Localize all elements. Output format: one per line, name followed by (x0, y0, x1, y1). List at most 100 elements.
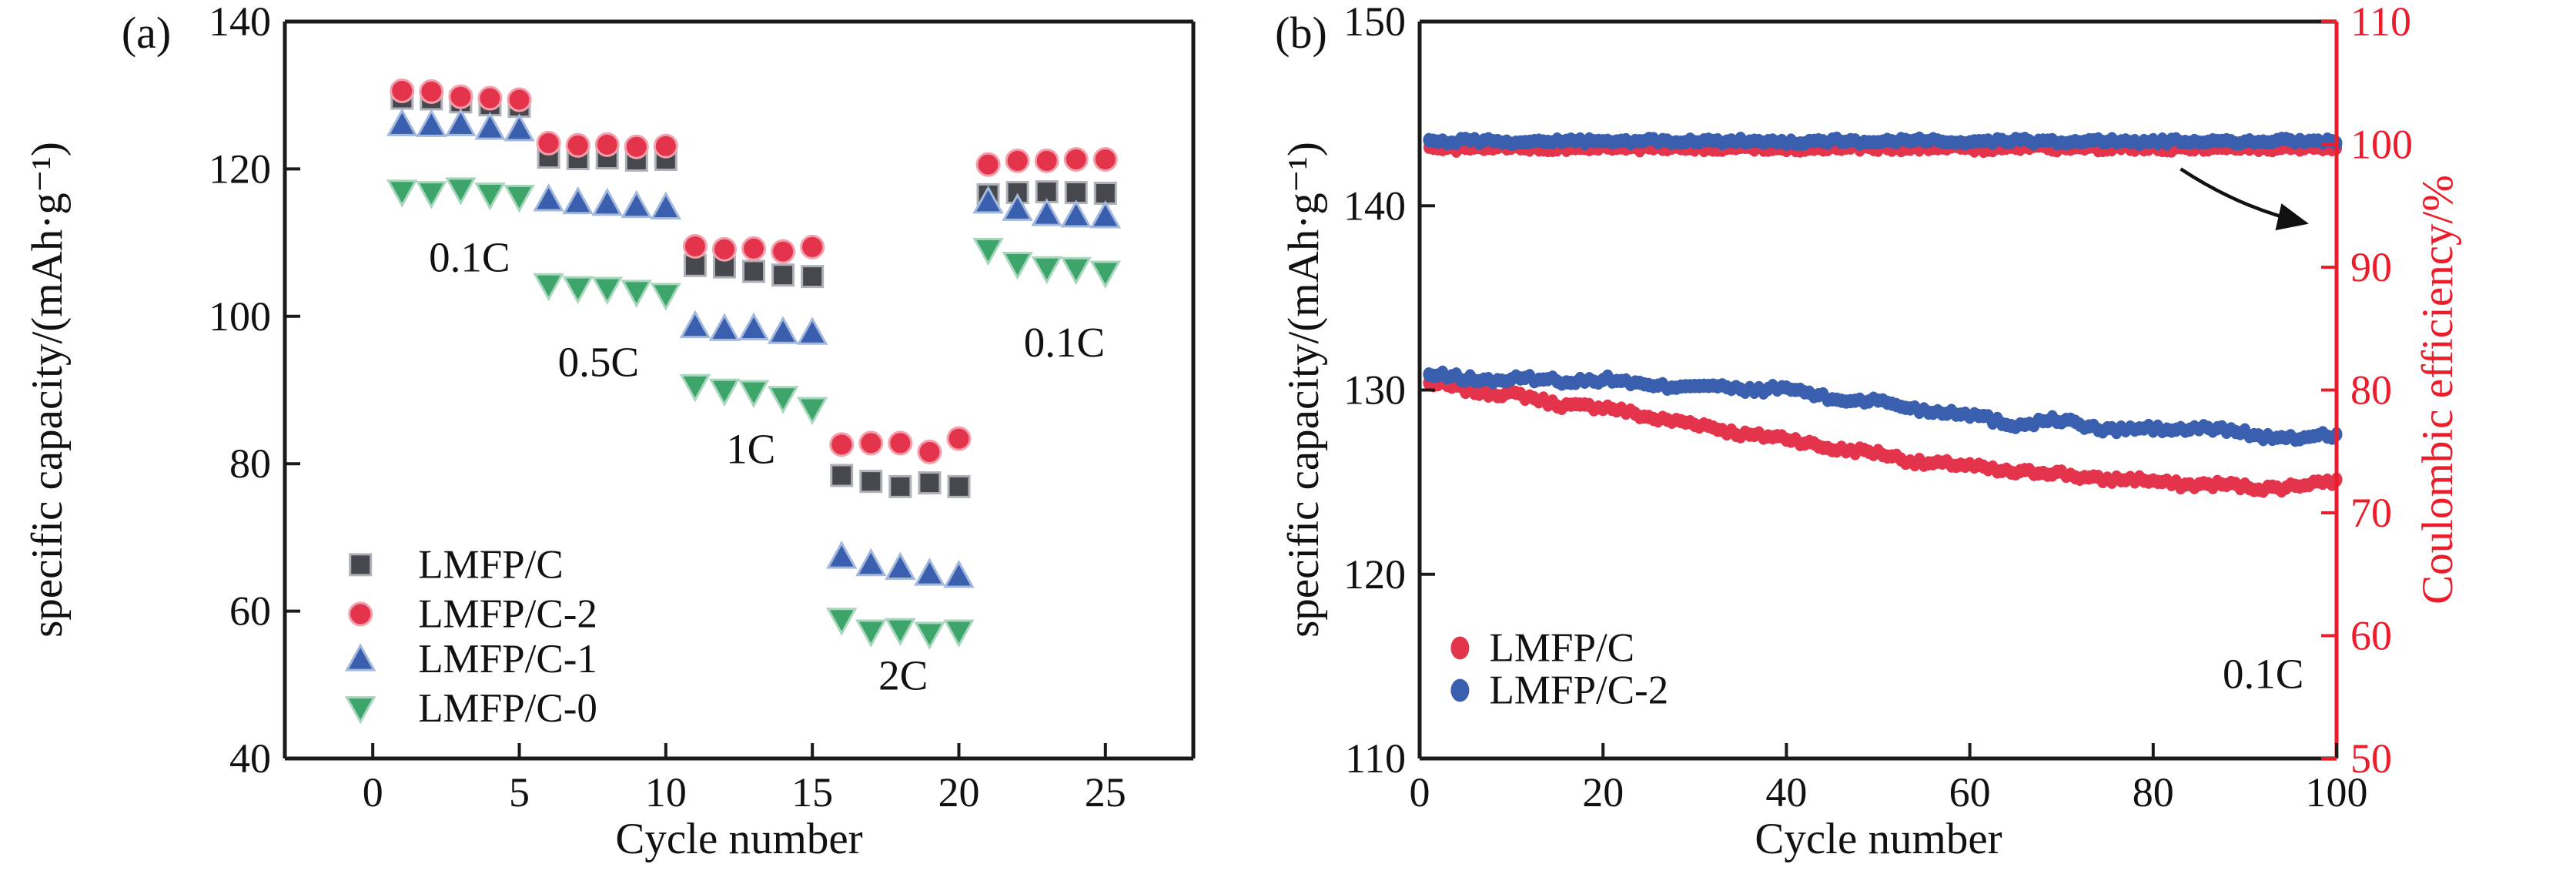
marker-square (888, 474, 912, 498)
marker-circle (858, 430, 884, 456)
marker-triangle-down (943, 619, 975, 648)
panel-b-axes: 0 20 40 60 80 100 110 120 130 140 150 50 60 70 80 90 100… (1343, 0, 2413, 815)
marker-triangle-down (767, 386, 799, 414)
x-tick-label: 5 (509, 769, 530, 815)
marker-circle (800, 234, 825, 260)
x-tick-label: 0 (363, 769, 383, 815)
marker-triangle-up (767, 316, 799, 344)
panel-label: (a) (122, 8, 171, 58)
marker-triangle-down (1060, 256, 1092, 286)
marker-triangle-up (503, 113, 535, 142)
marker-triangle-up (1060, 199, 1092, 228)
marker-triangle-up (972, 185, 1004, 214)
marker-square (1064, 181, 1088, 205)
marker-circle (1005, 148, 1030, 173)
legend-label: LMFP/C-1 (418, 637, 597, 681)
marker-triangle-down (1089, 260, 1122, 289)
marker-circle (682, 233, 708, 259)
marker-triangle-up (914, 558, 945, 586)
y-tick-label: 120 (1343, 551, 1406, 598)
marker-triangle-down (474, 183, 506, 211)
marker-triangle-up (1002, 193, 1033, 221)
marker-triangle-up (1089, 200, 1122, 229)
marker-triangle-up (591, 187, 623, 216)
y2-tick-label: 70 (2350, 490, 2392, 536)
marker-triangle-down (344, 696, 376, 725)
panel-a-series (386, 78, 1122, 650)
marker-triangle-down (386, 179, 418, 208)
marker-circle (565, 132, 590, 158)
marker-square (947, 474, 971, 498)
marker-triangle-up (738, 312, 770, 340)
y-tick-label: 60 (229, 588, 271, 635)
marker-triangle-down (679, 373, 711, 403)
marker-triangle-up (650, 191, 682, 220)
marker-circle (1034, 148, 1059, 173)
marker-triangle-down (445, 177, 477, 206)
x-tick-label: 100 (2306, 769, 2368, 815)
marker-circle (653, 133, 678, 159)
series-LMFP-C-2-capacity (1423, 365, 2343, 447)
y-axis-title: specific capacity/(mAh·g⁻¹) (1280, 142, 1328, 638)
y2-tick-label: 80 (2350, 367, 2392, 414)
marker-triangle-up (885, 551, 916, 580)
y-tick-label: 100 (209, 293, 271, 340)
marker-triangle-up (825, 541, 858, 569)
rate-annotation: 0.1C (1024, 319, 1105, 366)
marker-triangle-down (825, 608, 858, 636)
series-LMFP-C-1 (386, 108, 1122, 588)
marker-triangle-up (708, 313, 741, 341)
marker-triangle-down (796, 397, 828, 425)
panel-label: (b) (1275, 8, 1327, 58)
marker-triangle-down (503, 184, 535, 213)
rate-annotation: 1C (726, 426, 775, 473)
marker-triangle-down (972, 237, 1004, 266)
marker-triangle-down (914, 621, 945, 650)
marker-triangle-down (855, 619, 887, 648)
marker-circle (1092, 146, 1118, 172)
marker-square (859, 470, 883, 494)
marker-triangle-down (708, 378, 741, 407)
marker-dot (1450, 678, 1470, 702)
series-LMFP-C-2 (390, 78, 1118, 464)
x-axis-title: Cycle number (1755, 815, 2002, 863)
marker-triangle-down (533, 273, 564, 302)
marker-circle (946, 426, 972, 451)
series-LMFP-C-0 (386, 177, 1122, 650)
y2-tick-label: 110 (2350, 0, 2411, 45)
marker-triangle-down (885, 618, 916, 647)
y-tick-label: 150 (1343, 0, 1406, 45)
marker-circle (1063, 146, 1089, 172)
x-tick-label: 10 (645, 769, 687, 815)
marker-circle (594, 132, 620, 157)
marker-circle (348, 601, 373, 627)
marker-triangle-up (533, 183, 564, 212)
legend-label: LMFP/C-2 (1490, 668, 1669, 712)
y-tick-label: 80 (229, 440, 271, 487)
x-tick-label: 80 (2133, 769, 2174, 815)
marker-triangle-down (416, 181, 447, 209)
marker-square (830, 464, 854, 487)
series-LMFP-C-2-efficiency (1423, 131, 2343, 152)
marker-circle (771, 239, 796, 264)
series-LMFP-C-capacity (1423, 375, 2343, 498)
marker-triangle-up (679, 310, 711, 339)
x-tick-label: 40 (1765, 769, 1807, 815)
marker-triangle-down (1002, 252, 1033, 280)
legend-label: LMFP/C (1490, 625, 1635, 670)
marker-triangle-up (562, 186, 594, 215)
marker-triangle-up (855, 548, 887, 577)
marker-circle (624, 134, 649, 159)
marker-triangle-down (621, 280, 653, 308)
marker-square (349, 553, 373, 577)
panel-b: 0 20 40 60 80 100 110 120 130 140 150 50 60 70 80 90 100… (1275, 0, 2462, 863)
efficiency-arrow (2180, 167, 2309, 231)
y-tick-label: 130 (1343, 367, 1406, 414)
rate-annotation: 2C (878, 651, 928, 698)
x-tick-label: 20 (938, 769, 979, 815)
marker-triangle-down (591, 276, 623, 306)
